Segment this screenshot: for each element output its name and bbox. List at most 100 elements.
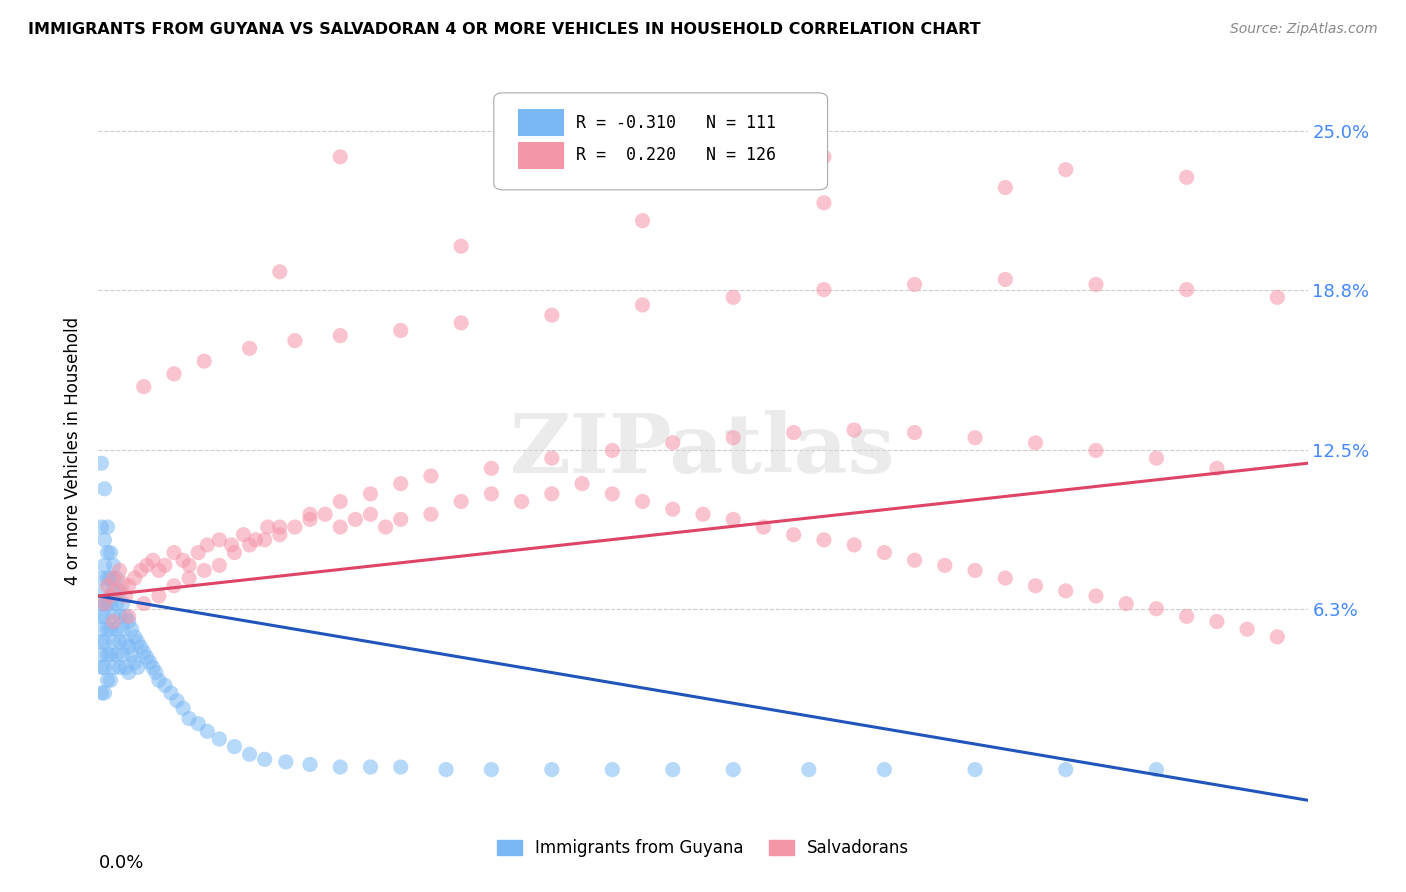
Point bbox=[329, 520, 352, 534]
Point bbox=[195, 538, 218, 552]
Point bbox=[90, 635, 112, 649]
Point bbox=[208, 533, 231, 547]
Point bbox=[844, 423, 866, 437]
Point bbox=[145, 665, 167, 680]
Text: R =  0.220   N = 126: R = 0.220 N = 126 bbox=[576, 146, 776, 164]
Point bbox=[221, 538, 243, 552]
Point bbox=[232, 527, 254, 541]
Point bbox=[269, 520, 291, 534]
Point bbox=[540, 763, 562, 777]
Point bbox=[224, 739, 246, 754]
Bar bbox=[517, 143, 564, 169]
Point bbox=[360, 508, 382, 522]
Point bbox=[269, 265, 291, 279]
Point bbox=[540, 308, 562, 322]
Point bbox=[965, 763, 987, 777]
Point bbox=[93, 609, 115, 624]
Point bbox=[124, 571, 146, 585]
Point bbox=[90, 660, 112, 674]
Point bbox=[269, 527, 291, 541]
Point bbox=[172, 553, 194, 567]
Point bbox=[389, 323, 412, 337]
Point bbox=[93, 660, 115, 674]
Point bbox=[844, 538, 866, 552]
Point bbox=[274, 755, 297, 769]
Text: ZIPatlas: ZIPatlas bbox=[510, 410, 896, 491]
Point bbox=[148, 564, 170, 578]
Point bbox=[571, 129, 593, 144]
Point bbox=[1115, 597, 1137, 611]
Point bbox=[96, 579, 118, 593]
Point bbox=[142, 660, 165, 674]
Point bbox=[135, 558, 157, 573]
Point bbox=[783, 527, 806, 541]
Point bbox=[142, 553, 165, 567]
Point bbox=[103, 583, 125, 598]
Point bbox=[813, 195, 835, 210]
Text: Source: ZipAtlas.com: Source: ZipAtlas.com bbox=[1230, 22, 1378, 37]
Point bbox=[193, 354, 215, 368]
Point bbox=[139, 656, 162, 670]
Point bbox=[450, 239, 472, 253]
Point bbox=[129, 640, 152, 654]
Point bbox=[179, 571, 201, 585]
Point bbox=[208, 558, 231, 573]
Point bbox=[723, 431, 745, 445]
Point bbox=[329, 150, 352, 164]
Point bbox=[114, 609, 136, 624]
Point bbox=[93, 558, 115, 573]
Point bbox=[124, 656, 146, 670]
Point bbox=[163, 545, 186, 559]
Point bbox=[114, 635, 136, 649]
Point bbox=[299, 757, 322, 772]
Point bbox=[124, 630, 146, 644]
Point bbox=[631, 298, 654, 312]
Point bbox=[108, 564, 131, 578]
Point bbox=[132, 597, 155, 611]
Point bbox=[434, 763, 457, 777]
Point bbox=[239, 747, 262, 762]
Point bbox=[129, 564, 152, 578]
Point bbox=[1267, 630, 1289, 644]
Point bbox=[100, 622, 122, 636]
Point bbox=[1267, 290, 1289, 304]
Point bbox=[1206, 461, 1229, 475]
Point bbox=[1144, 763, 1167, 777]
Point bbox=[284, 520, 307, 534]
Point bbox=[103, 615, 125, 629]
Point bbox=[163, 579, 186, 593]
Point bbox=[510, 494, 533, 508]
Point bbox=[752, 520, 775, 534]
Point bbox=[114, 589, 136, 603]
Point bbox=[114, 660, 136, 674]
Point bbox=[329, 760, 352, 774]
Point bbox=[127, 635, 149, 649]
Point bbox=[179, 558, 201, 573]
Point bbox=[284, 334, 307, 348]
Point bbox=[100, 597, 122, 611]
Point bbox=[450, 494, 472, 508]
Point bbox=[153, 558, 176, 573]
Point bbox=[389, 476, 412, 491]
Point bbox=[1144, 451, 1167, 466]
Point bbox=[797, 763, 820, 777]
Point bbox=[108, 583, 131, 598]
Point bbox=[661, 502, 683, 516]
Point bbox=[360, 487, 382, 501]
Text: 0.0%: 0.0% bbox=[98, 854, 143, 872]
Point bbox=[105, 597, 128, 611]
Point bbox=[994, 272, 1017, 286]
Point bbox=[1054, 763, 1077, 777]
Point bbox=[195, 724, 218, 739]
Point bbox=[187, 545, 209, 559]
Point bbox=[253, 752, 276, 766]
Point bbox=[661, 435, 683, 450]
Point bbox=[103, 635, 125, 649]
Point bbox=[1175, 170, 1198, 185]
Point bbox=[148, 589, 170, 603]
Point bbox=[93, 482, 115, 496]
Point bbox=[90, 648, 112, 662]
Point bbox=[253, 533, 276, 547]
Point bbox=[118, 579, 141, 593]
Point bbox=[602, 443, 624, 458]
